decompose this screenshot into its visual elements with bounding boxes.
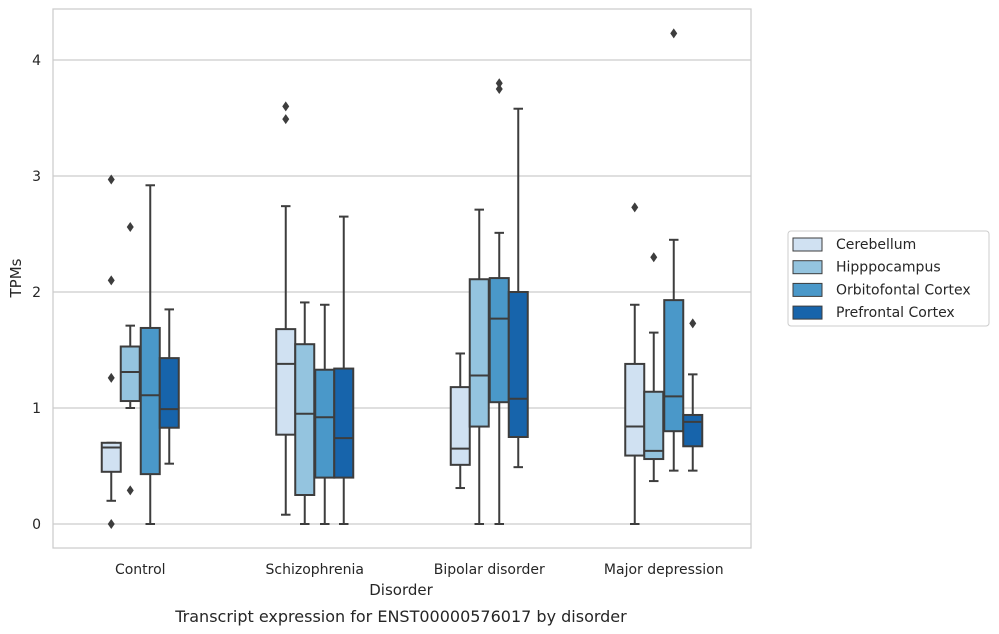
box-2-1	[468, 208, 490, 525]
box-1-0	[275, 101, 297, 516]
box-1-1	[294, 301, 316, 525]
box-iqr	[314, 368, 336, 479]
legend-swatch	[792, 237, 823, 252]
x-tick-label: Bipolar disorder	[434, 562, 545, 578]
x-tick-label: Major depression	[604, 562, 724, 578]
box-2-0	[449, 352, 471, 490]
legend-swatch	[792, 260, 823, 275]
y-axis-label: TPMs	[7, 258, 25, 298]
outlier-point	[495, 84, 503, 94]
box-iqr	[624, 362, 646, 457]
outlier-point	[282, 101, 290, 112]
box-iqr	[643, 390, 665, 461]
box-0-3	[158, 308, 180, 465]
plot-frame	[52, 8, 752, 549]
box-2-3	[507, 107, 529, 469]
legend-entry: Orbitofontal Cortex	[836, 282, 971, 298]
chart-caption: Transcript expression for ENST0000057601…	[174, 607, 627, 626]
box-plot-area	[100, 28, 704, 529]
box-2-2	[488, 78, 510, 525]
box-1-2	[314, 303, 336, 525]
outlier-point	[107, 519, 115, 529]
legend-entry: Prefrontal Cortex	[836, 305, 955, 321]
outlier-point	[107, 174, 115, 185]
legend-swatch	[792, 282, 823, 297]
y-axis-ticks: 0 1 2 3 4	[32, 53, 41, 533]
box-iqr	[139, 326, 161, 476]
outlier-point	[107, 372, 115, 383]
box-3-2	[663, 28, 685, 472]
box-0-0	[100, 174, 122, 529]
box-iqr	[663, 299, 685, 433]
box-iqr	[333, 367, 355, 479]
outlier-point	[689, 318, 697, 329]
x-axis-ticks: Control Schizophrenia Bipolar disorder Majo…	[115, 562, 724, 578]
box-iqr	[449, 386, 471, 466]
x-tick-label: Control	[115, 562, 166, 578]
y-tick-label: 1	[32, 401, 41, 417]
y-tick-label: 2	[32, 285, 41, 301]
legend-frame	[787, 230, 990, 327]
outlier-point	[495, 78, 503, 89]
box-iqr	[158, 357, 180, 429]
outlier-point	[631, 202, 639, 213]
box-3-1	[643, 252, 665, 483]
x-tick-label: Schizophrenia	[266, 562, 364, 578]
outlier-point	[107, 275, 115, 286]
legend-entry: Cerebellum	[836, 237, 916, 253]
legend: Cerebellum Hipppocampus Orbitofontal Corte…	[787, 230, 990, 327]
outlier-point	[650, 252, 658, 263]
box-iqr	[119, 345, 141, 403]
legend-swatch	[792, 305, 823, 320]
y-tick-label: 4	[32, 53, 41, 69]
box-iqr	[275, 328, 297, 436]
box-iqr	[507, 291, 529, 438]
x-axis-label: Disorder	[369, 581, 433, 599]
box-iqr	[468, 278, 490, 428]
box-iqr	[682, 413, 704, 448]
box-iqr	[100, 441, 122, 473]
y-tick-label: 3	[32, 169, 41, 185]
box-1-3	[333, 215, 355, 525]
box-3-0	[624, 202, 646, 525]
box-0-1	[119, 222, 141, 496]
y-tick-label: 0	[32, 517, 41, 533]
outlier-point	[282, 114, 290, 125]
outlier-point	[670, 28, 678, 39]
box-3-3	[682, 318, 704, 472]
legend-entry: Hipppocampus	[836, 260, 941, 276]
box-iqr	[488, 277, 510, 404]
box-0-2	[139, 184, 161, 525]
outlier-point	[126, 485, 134, 496]
box-iqr	[294, 343, 316, 497]
outlier-point	[126, 222, 134, 233]
